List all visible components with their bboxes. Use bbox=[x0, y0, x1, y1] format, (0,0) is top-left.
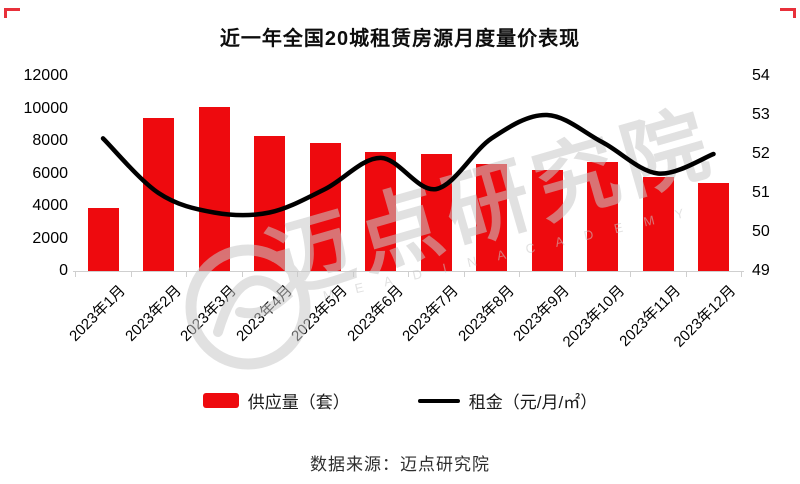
x-axis-tick bbox=[130, 272, 132, 277]
legend: 供应量（套） 租金（元/月/㎡） bbox=[0, 388, 800, 413]
legend-item-supply[interactable]: 供应量（套） bbox=[202, 388, 350, 413]
bar-2023年9月 bbox=[531, 170, 563, 271]
legend-supply-label: 供应量（套） bbox=[247, 393, 350, 412]
corner-mark-right-icon bbox=[780, 8, 796, 18]
bar-2023年11月 bbox=[642, 176, 674, 271]
line-swatch-icon bbox=[417, 398, 460, 403]
bar-2023年8月 bbox=[476, 163, 507, 271]
left-axis-label: 4000 bbox=[32, 197, 68, 214]
left-axis-label: 8000 bbox=[32, 132, 68, 149]
data-source-note: 数据来源：迈点研究院 bbox=[310, 455, 490, 474]
chart-title: 近一年全国20城租赁房源月度量价表现 bbox=[219, 28, 581, 50]
x-axis-tick bbox=[186, 272, 188, 277]
bar-2023年12月 bbox=[698, 183, 729, 271]
bar-2023年5月 bbox=[309, 142, 341, 271]
x-axis-label-2023年3月: 2023年3月 bbox=[177, 282, 241, 345]
x-axis-tick bbox=[519, 272, 521, 277]
x-axis-label-2023年4月: 2023年4月 bbox=[232, 282, 296, 345]
x-axis-label-2023年1月: 2023年1月 bbox=[66, 282, 130, 345]
left-axis-label: 12000 bbox=[23, 67, 69, 84]
right-axis-label: 53 bbox=[752, 106, 770, 123]
x-axis-tick bbox=[463, 272, 465, 277]
bar-2023年10月 bbox=[587, 162, 618, 271]
left-axis-label: 6000 bbox=[32, 164, 68, 182]
legend-item-rent[interactable]: 租金（元/月/㎡） bbox=[417, 388, 598, 413]
bar-2023年6月 bbox=[365, 152, 396, 271]
right-axis-label: 54 bbox=[752, 67, 770, 84]
right-axis-label: 52 bbox=[752, 145, 770, 162]
x-axis-tick bbox=[685, 272, 687, 277]
x-axis-tick bbox=[408, 272, 410, 277]
x-axis-tick bbox=[574, 272, 576, 277]
legend-rent-label: 租金（元/月/㎡） bbox=[468, 393, 598, 412]
right-axis-label: 51 bbox=[752, 184, 770, 201]
x-axis-tick bbox=[75, 272, 77, 277]
left-axis-label: 2000 bbox=[32, 229, 68, 247]
corner-mark-left-icon bbox=[4, 8, 20, 18]
x-axis-label-2023年5月: 2023年5月 bbox=[288, 282, 352, 345]
x-axis-label-2023年2月: 2023年2月 bbox=[121, 282, 185, 345]
x-axis-label-2023年8月: 2023年8月 bbox=[454, 282, 518, 345]
x-axis-tick bbox=[630, 272, 632, 277]
x-axis-line bbox=[73, 271, 744, 272]
bar-swatch-icon bbox=[202, 393, 239, 408]
x-axis-label-2023年7月: 2023年7月 bbox=[399, 282, 463, 345]
left-axis-label: 0 bbox=[59, 262, 68, 279]
right-axis-label: 49 bbox=[752, 262, 770, 279]
rent-line-path bbox=[100, 112, 716, 218]
bar-2023年7月 bbox=[420, 154, 452, 271]
bar-2023年4月 bbox=[254, 136, 285, 271]
right-axis-label: 50 bbox=[752, 223, 770, 240]
bar-2023年2月 bbox=[143, 118, 174, 271]
x-axis-tick bbox=[352, 272, 354, 277]
left-axis-label: 10000 bbox=[23, 99, 69, 117]
x-axis-label-2023年6月: 2023年6月 bbox=[343, 282, 407, 345]
bar-2023年1月 bbox=[87, 207, 119, 271]
x-axis-tick bbox=[241, 272, 243, 277]
bar-2023年3月 bbox=[198, 106, 230, 271]
x-axis-tick bbox=[741, 272, 743, 277]
x-axis-tick bbox=[297, 272, 299, 277]
